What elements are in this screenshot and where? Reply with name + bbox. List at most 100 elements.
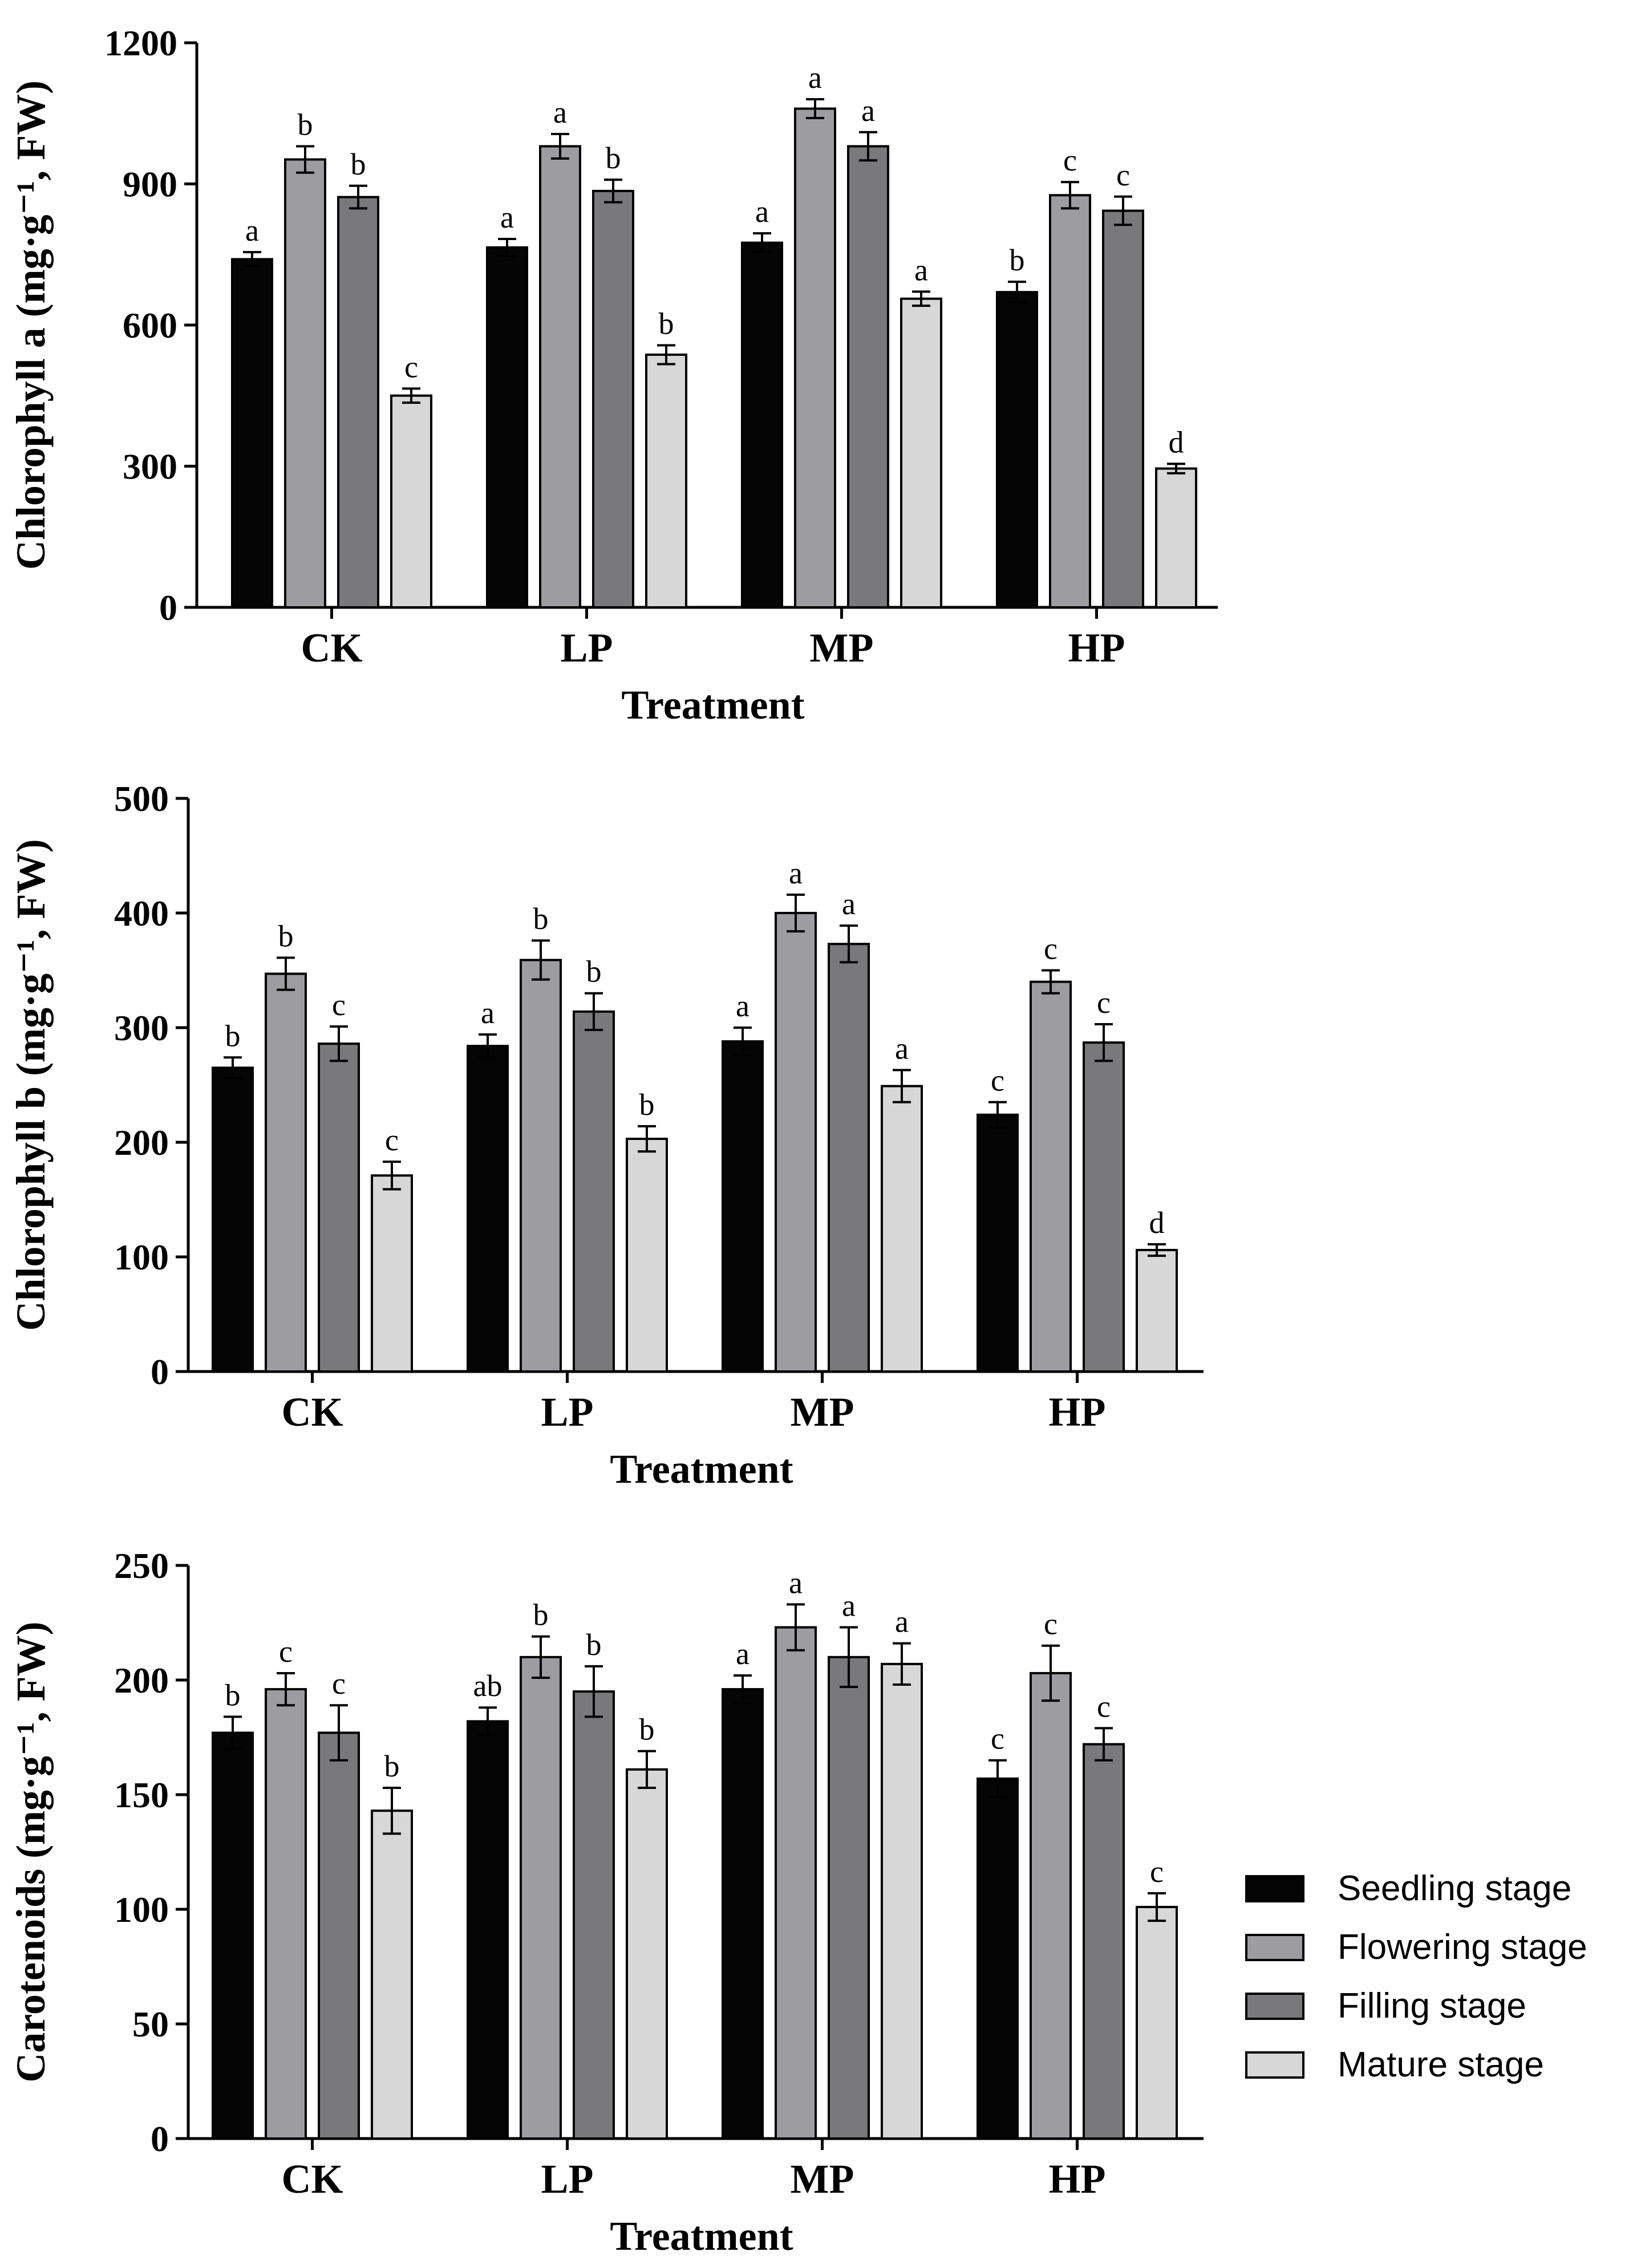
y-tick-label: 300 [123,447,177,487]
x-axis-title: Treatment [621,682,804,728]
bar-lp-filling-stage [573,1690,615,2140]
bar-mp-flowering-stage [775,912,817,1373]
chart-panel-2: 0 100 200 300 400 500 Chlorophyll b (mg·g⁻¹, F… [8,778,1204,1492]
bar-lp-seedling-stage [467,1720,509,2140]
bar-mp-flowering-stage [794,107,836,608]
bar-lp-seedling-stage [467,1045,509,1373]
bar-group-ck: CK b c c b [212,1634,413,2202]
legend: Seedling stage Flowering stage Filling sta… [1245,1869,1587,2084]
bar-group-hp: HP c c c c [977,1607,1178,2202]
bar-hp-filling-stage [1083,1041,1125,1373]
bar-ck-seedling-stage [212,1066,254,1373]
bar-lp-mature-stage [645,353,687,608]
y-tick-label: 50 [132,2004,169,2044]
bar-group-lp: LP a b b b [467,902,668,1435]
significance-label: c [332,988,346,1022]
bar-hp-mature-stage [1136,1248,1178,1373]
y-tick-label: 1200 [104,23,177,63]
significance-label: a [842,887,856,921]
legend-item-mature-stage: Mature stage [1245,2045,1544,2084]
x-axis-title: Treatment [610,2213,793,2259]
bar-ck-flowering-stage [265,1688,307,2140]
bar-lp-filling-stage [592,189,634,608]
significance-label: c [1044,1607,1058,1641]
bar-group-ck: CK b b c c [212,919,413,1435]
bar-mp-seedling-stage [722,1688,764,2140]
y-tick-label: 200 [114,1660,169,1701]
bar-group-lp: LP ab b b b [467,1598,668,2202]
bar-mp-seedling-stage [741,241,783,608]
significance-label: b [533,902,549,936]
chart-panel-3: 0 50 100 150 200 250 Carotenoids (mg·g⁻¹, FW) T… [8,1545,1204,2259]
bar-hp-mature-stage [1136,1905,1178,2140]
significance-label: b [659,306,674,340]
bar-hp-flowering-stage [1030,980,1072,1373]
bar-hp-flowering-stage [1049,194,1091,608]
legend-swatch [1245,1934,1304,1961]
significance-label: b [533,1598,549,1632]
bar-group-mp: MP a a a a [741,60,942,671]
bar-ck-filling-stage [318,1042,360,1373]
significance-label: b [586,955,602,989]
significance-label: b [639,1088,655,1122]
significance-label: b [225,1019,241,1053]
x-tick-label-mp: MP [810,625,874,671]
x-tick-label-ck: CK [282,1389,343,1435]
significance-label: b [278,919,294,953]
y-axis-title: Carotenoids (mg·g⁻¹, FW) [8,1621,54,2082]
bar-mp-filling-stage [828,943,870,1373]
significance-label: b [586,1628,602,1662]
y-axis-title: Chlorophyll b (mg·g⁻¹, FW) [8,839,54,1330]
bar-ck-seedling-stage [231,258,273,608]
x-tick-label-lp: LP [541,1389,593,1435]
y-tick-label: 900 [123,164,177,205]
y-tick-label: 0 [151,2119,169,2159]
bar-lp-flowering-stage [520,1656,562,2140]
bar-ck-mature-stage [371,1809,413,2140]
bar-mp-filling-stage [847,145,889,608]
bar-hp-filling-stage [1083,1743,1125,2140]
x-tick-label-mp: MP [791,2156,854,2202]
significance-label: a [914,253,928,287]
significance-label: b [1010,243,1025,277]
bar-group-mp: MP a a a a [722,1565,923,2202]
significance-label: c [1116,158,1130,192]
x-axis-title: Treatment [610,1446,793,1492]
significance-label: c [332,1666,346,1701]
bar-group-hp: HP c c c d [977,932,1178,1435]
significance-label: c [991,1064,1004,1098]
bar-hp-seedling-stage [977,1113,1019,1373]
x-tick-label-hp: HP [1068,625,1125,671]
y-tick-label: 600 [123,305,177,346]
significance-label: a [842,1589,856,1623]
bar-ck-flowering-stage [265,972,307,1373]
significance-label: c [385,1123,399,1157]
significance-label: b [298,108,313,142]
significance-label: c [1097,985,1111,1020]
x-tick-label-hp: HP [1049,1389,1106,1435]
significance-label: a [500,200,514,234]
bar-lp-flowering-stage [539,145,581,608]
significance-label: a [553,95,567,129]
x-tick-label-ck: CK [282,2156,343,2202]
significance-label: d [1149,1206,1165,1240]
y-axis-title: Chlorophyll a (mg·g⁻¹, FW) [8,80,54,570]
legend-label: Flowering stage [1338,1928,1587,1967]
x-tick-label-hp: HP [1049,2156,1106,2202]
y-tick-label: 0 [151,1352,169,1392]
significance-label: a [789,1565,803,1600]
legend-item-flowering-stage: Flowering stage [1245,1928,1587,1967]
legend-item-filling-stage: Filling stage [1245,1986,1526,2026]
bar-ck-mature-stage [371,1174,413,1373]
bar-ck-filling-stage [337,196,379,609]
bar-mp-flowering-stage [775,1626,817,2140]
bar-mp-filling-stage [828,1656,870,2140]
bar-hp-flowering-stage [1030,1671,1072,2140]
legend-swatch [1245,1993,1304,2020]
significance-label: a [245,213,259,248]
bar-hp-seedling-stage [977,1777,1019,2140]
significance-label: a [736,1637,749,1671]
y-tick-label: 150 [114,1775,169,1815]
significance-label: a [895,1605,909,1639]
